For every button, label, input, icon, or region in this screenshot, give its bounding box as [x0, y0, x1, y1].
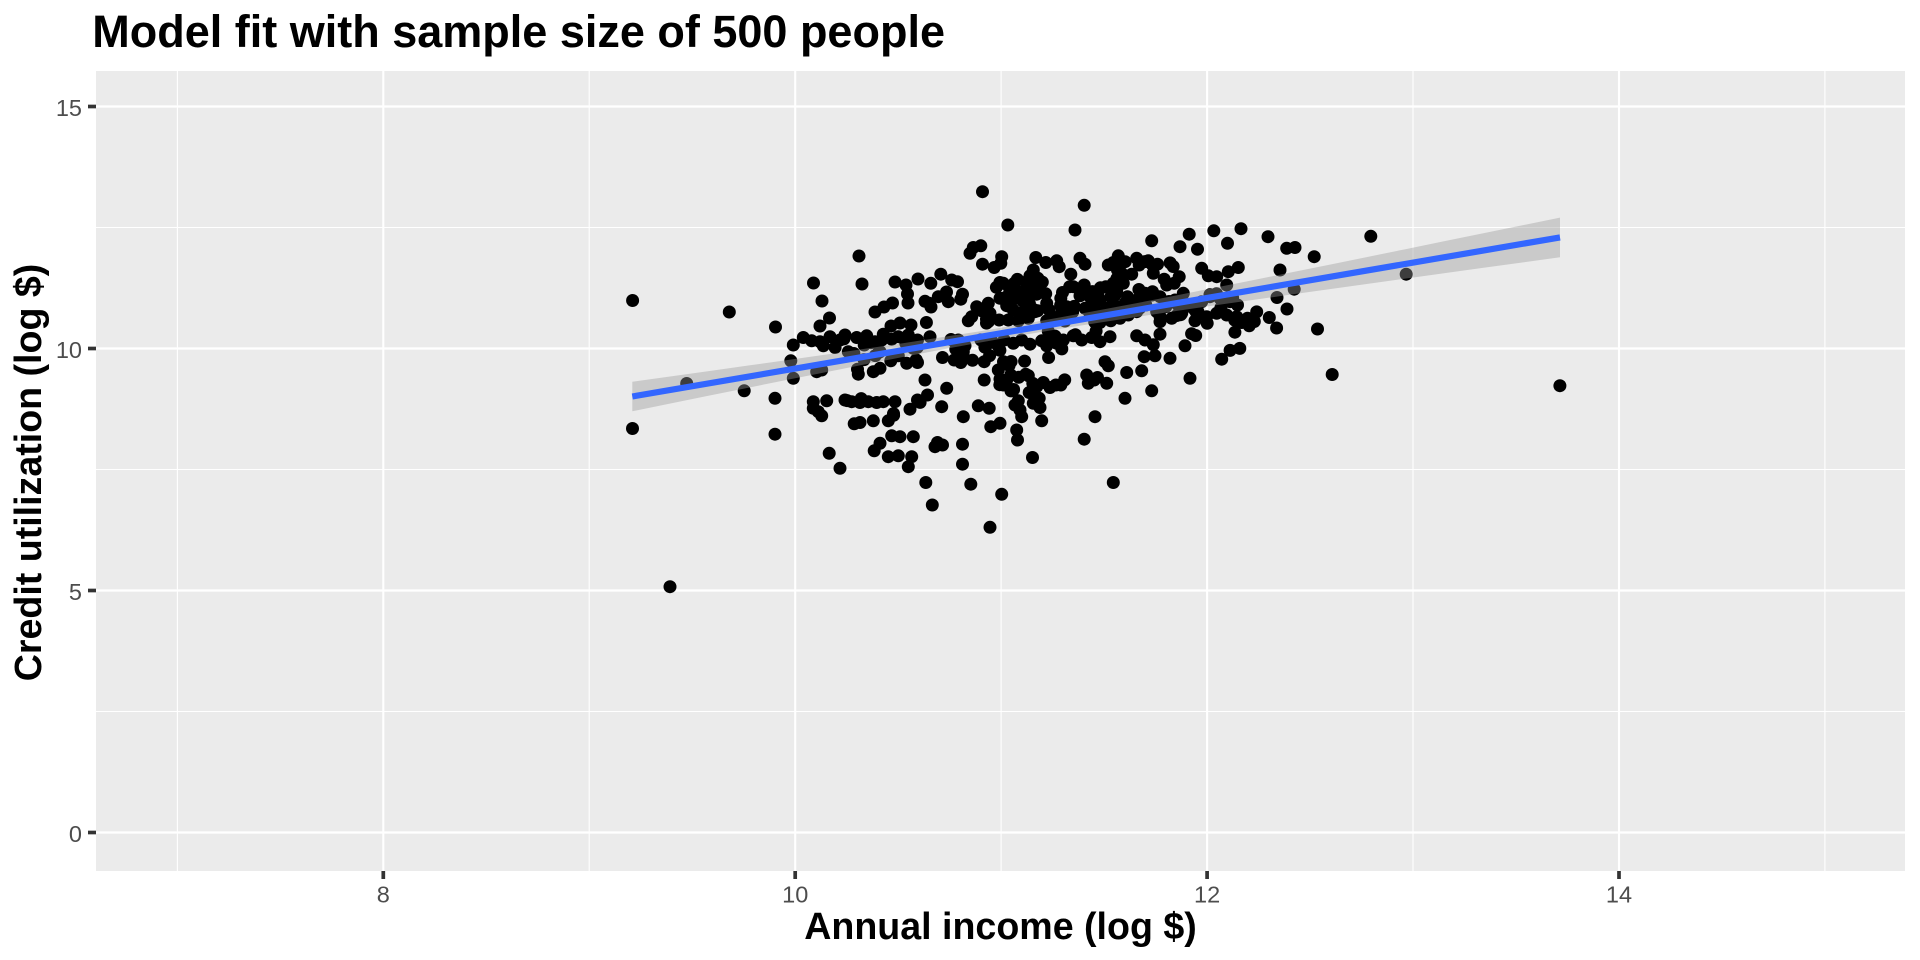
svg-text:15: 15 [56, 95, 82, 121]
svg-text:5: 5 [69, 579, 82, 605]
svg-text:Model fit with sample size of: Model fit with sample size of 500 people [92, 6, 945, 57]
svg-text:Credit utilization (log $): Credit utilization (log $) [7, 264, 49, 682]
svg-text:Annual income (log $): Annual income (log $) [804, 905, 1197, 947]
svg-text:12: 12 [1194, 882, 1220, 908]
svg-text:14: 14 [1606, 882, 1632, 908]
svg-text:10: 10 [56, 337, 82, 363]
svg-text:10: 10 [782, 882, 808, 908]
svg-text:0: 0 [69, 821, 82, 847]
svg-text:8: 8 [377, 882, 390, 908]
